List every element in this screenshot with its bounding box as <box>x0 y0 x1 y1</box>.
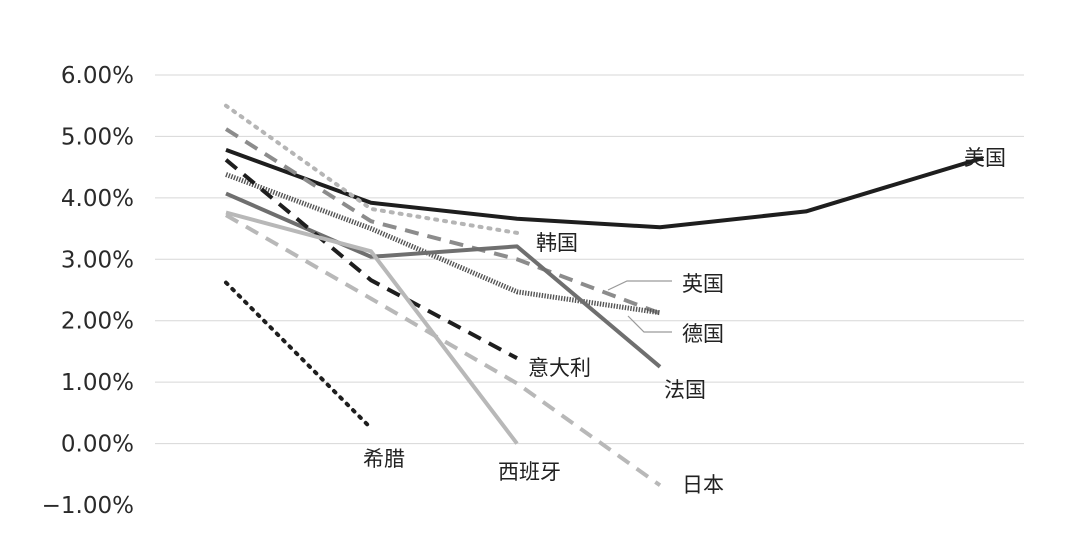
series-line-5 <box>224 158 518 360</box>
series-lines <box>224 103 984 487</box>
y-tick-label: 0.00% <box>61 432 134 458</box>
y-tick-label: 6.00% <box>61 63 134 89</box>
series-line-4 <box>225 191 662 369</box>
series-label-2: 英国 <box>682 272 724 296</box>
label-leader-lines <box>607 280 672 333</box>
y-tick-label: 4.00% <box>61 186 134 212</box>
y-tick-label: 3.00% <box>61 247 134 273</box>
y-axis-ticks: −1.00% 0.00% 1.00% 2.00% 3.00% 4.00% 5.00% 6.00… <box>42 63 134 519</box>
gridlines <box>155 74 1024 445</box>
series-line-8 <box>224 280 373 431</box>
series-label-7: 日本 <box>682 473 724 497</box>
y-tick-label: 1.00% <box>61 370 134 396</box>
leader-line-germany <box>627 315 672 333</box>
series-line-7 <box>225 213 662 487</box>
y-tick-label: −1.00% <box>42 493 134 519</box>
series-label-6: 西班牙 <box>498 460 561 484</box>
series-line-2 <box>224 127 661 316</box>
series-label-1: 韩国 <box>536 231 578 255</box>
series-label-5: 意大利 <box>528 356 591 380</box>
series-line-6 <box>225 210 519 445</box>
series-label-3: 德国 <box>682 322 724 346</box>
y-tick-label: 2.00% <box>61 309 134 335</box>
series-label-8: 希腊 <box>363 447 405 471</box>
leader-line-uk <box>607 280 672 291</box>
series-line-0 <box>225 148 984 230</box>
y-tick-label: 5.00% <box>61 124 134 150</box>
series-line-3 <box>225 172 661 316</box>
series-label-4: 法国 <box>664 378 706 402</box>
series-label-0: 美国 <box>964 146 1006 170</box>
